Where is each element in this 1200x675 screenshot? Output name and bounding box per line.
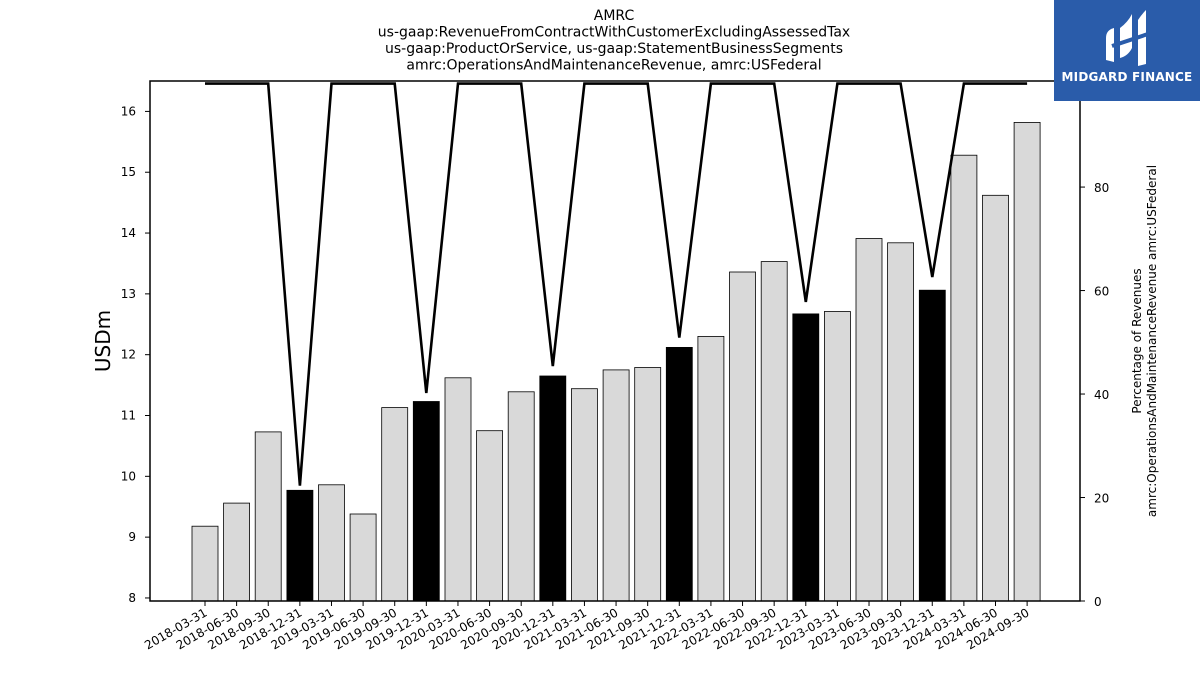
bar <box>982 194 1009 602</box>
bar <box>507 391 535 602</box>
bar <box>697 335 725 602</box>
logo-text: MIDGARD FINANCE <box>1061 70 1193 84</box>
y2-tick-label: 40 <box>1094 388 1109 402</box>
axis-labels: USDm Percentage of Revenues amrc:Operation… <box>91 165 1159 517</box>
chart-title-line: us-gaap:RevenueFromContractWithCustomerE… <box>378 25 850 41</box>
y-tick-label: 15 <box>121 165 136 179</box>
percentage-line-series <box>205 82 1028 486</box>
y-tick-label: 12 <box>121 348 136 362</box>
bar <box>1013 122 1041 602</box>
y-axis-right: 020406080100 <box>1080 78 1117 609</box>
percentage-line <box>205 82 1028 486</box>
bar <box>254 431 282 602</box>
midgard-logo-icon <box>1106 10 1149 66</box>
y-tick-label: 16 <box>121 104 136 118</box>
y-tick-label: 11 <box>121 409 136 423</box>
bar <box>792 313 820 602</box>
y-tick-label: 8 <box>128 591 136 605</box>
y-tick-label: 9 <box>128 530 136 544</box>
bar <box>729 271 756 602</box>
bar <box>381 407 409 602</box>
chart-title: AMRCus-gaap:RevenueFromContractWithCusto… <box>378 8 850 74</box>
bar <box>191 525 219 602</box>
midgard-finance-logo: MIDGARD FINANCE <box>1054 0 1200 101</box>
bar <box>223 502 251 602</box>
chart-title-line: AMRC <box>594 8 635 24</box>
y-axis-label: USDm <box>91 310 115 372</box>
y-tick-label: 10 <box>121 469 136 483</box>
bar <box>349 513 377 602</box>
bar <box>602 369 630 602</box>
bar <box>950 154 978 602</box>
bar <box>286 489 314 602</box>
x-axis: 2018-03-312018-06-302018-09-302018-12-31… <box>142 601 1032 652</box>
plot-frame <box>149 80 1081 602</box>
y2-tick-label: 0 <box>1094 595 1102 609</box>
y2-tick-label: 60 <box>1094 285 1109 299</box>
y2-axis-label-line: amrc:OperationsAndMaintenanceRevenue amr… <box>1145 165 1159 517</box>
chart-title-line: us-gaap:ProductOrService, us-gaap:Statem… <box>385 41 843 57</box>
bar <box>444 377 472 602</box>
bar <box>634 367 662 602</box>
bar <box>476 430 504 602</box>
y-axis-left: 8 9 10 11 12 13 14 15 16 <box>121 104 150 605</box>
bar <box>539 375 567 602</box>
bar <box>855 238 883 602</box>
y-tick-label: 13 <box>121 287 136 301</box>
y2-axis-label-line: Percentage of Revenues <box>1130 268 1144 413</box>
bar-series <box>191 122 1041 602</box>
y-tick-label: 14 <box>121 226 136 240</box>
chart-title-line: amrc:OperationsAndMaintenanceRevenue, am… <box>406 58 821 74</box>
y2-tick-label: 20 <box>1094 492 1109 506</box>
bar <box>571 388 598 602</box>
bar <box>665 346 693 602</box>
y2-tick-label: 80 <box>1094 181 1109 195</box>
bar <box>918 289 946 602</box>
bar <box>760 261 788 602</box>
bar <box>318 484 345 602</box>
bar <box>824 311 851 602</box>
bar <box>412 401 440 602</box>
bar <box>887 242 914 602</box>
